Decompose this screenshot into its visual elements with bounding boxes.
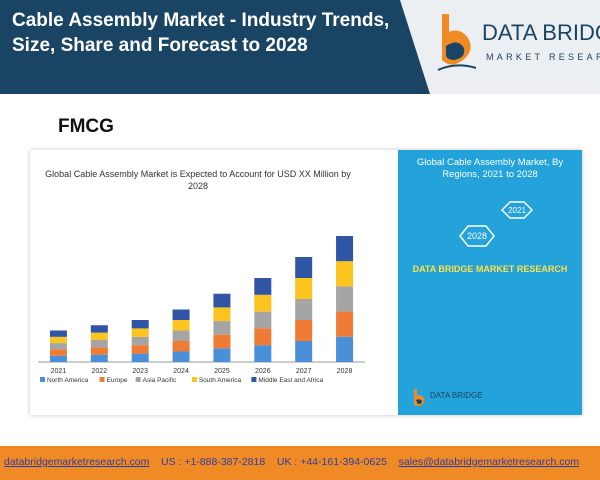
- page-title: Cable Assembly Market - Industry Trends,…: [12, 10, 390, 56]
- footer-us-phone: US : +1-888-387-2818: [161, 456, 266, 468]
- hexagon-2028-label: 2028: [467, 231, 487, 241]
- bar-segment-2027-3: [295, 278, 313, 299]
- bar-segment-2028-2: [336, 286, 354, 312]
- bar-segment-2024-0: [172, 351, 190, 362]
- x-tick-label-2026: 2026: [255, 368, 271, 375]
- hexagon-2028: [459, 225, 495, 247]
- legend-swatch-1: [99, 377, 105, 382]
- bar-segment-2026-2: [254, 311, 272, 329]
- legend-label-0: North America: [47, 377, 89, 384]
- mini-brand-logo-name: DATA BRIDGE: [430, 391, 483, 400]
- bar-segment-2023-0: [131, 353, 149, 362]
- bar-segment-2024-2: [172, 330, 190, 341]
- footer-email-link[interactable]: sales@databridgemarketresearch.com: [398, 456, 580, 468]
- x-tick-label-2021: 2021: [51, 368, 67, 375]
- bar-segment-2027-0: [295, 341, 313, 362]
- x-tick-label-2024: 2024: [173, 368, 189, 375]
- hexagon-2021-label: 2021: [508, 206, 526, 215]
- bar-segment-2026-3: [254, 294, 272, 312]
- x-tick-label-2023: 2023: [132, 368, 148, 375]
- stacked-bar-chart: 2021 2022 2023 2024 2025 2026 2027 2028 North Am…: [38, 236, 365, 384]
- bar-segment-2025-2: [213, 321, 231, 335]
- legend-label-1: Europe: [107, 377, 128, 384]
- bar-segment-2022-0: [90, 354, 108, 362]
- bar-segment-2021-2: [49, 343, 67, 350]
- bar-segment-2027-2: [295, 299, 313, 320]
- regions-side-panel: [398, 150, 582, 415]
- contact-footer: [0, 446, 600, 480]
- x-tick-label-2027: 2027: [296, 368, 312, 375]
- bar-segment-2022-3: [90, 332, 108, 340]
- bar-segment-2021-0: [49, 355, 67, 362]
- brand-logo-name: DATA BRIDGE: [482, 20, 600, 45]
- header-title-panel: [0, 0, 430, 94]
- legend-swatch-3: [191, 377, 197, 382]
- brand-logo-tagline: MARKET RESEARCH: [486, 52, 600, 62]
- bar-segment-2022-1: [90, 347, 108, 355]
- section-label: FMCG: [58, 116, 114, 137]
- bar-segment-2023-4: [131, 320, 149, 329]
- bar-segment-2024-4: [172, 309, 190, 320]
- legend-swatch-2: [135, 377, 141, 382]
- x-tick-label-2022: 2022: [92, 368, 108, 375]
- regions-side-brand: DATA BRIDGE MARKET RESEARCH: [412, 264, 568, 274]
- bar-segment-2028-0: [336, 336, 354, 362]
- legend-label-2: Asia Pacific: [143, 377, 177, 384]
- mini-brand-logo-icon: [414, 389, 425, 406]
- header-banner: [0, 0, 600, 94]
- mini-brand-logo: DATA BRIDGE: [412, 388, 502, 410]
- bar-segment-2023-2: [131, 336, 149, 346]
- bar-segment-2024-1: [172, 341, 190, 352]
- bar-segment-2025-3: [213, 307, 231, 322]
- bar-segment-2025-4: [213, 293, 231, 308]
- bar-segment-2026-4: [254, 278, 272, 295]
- legend-swatch-0: [40, 377, 45, 382]
- regions-side-title: Global Cable Assembly Market, By Regions…: [416, 157, 564, 180]
- bar-segment-2028-3: [336, 261, 354, 287]
- bar-segment-2028-1: [336, 311, 354, 337]
- legend-label-4: Middle East and Africa: [258, 377, 323, 384]
- x-tick-label-2028: 2028: [337, 368, 353, 375]
- bar-segment-2025-1: [213, 334, 231, 349]
- bar-segment-2023-3: [131, 328, 149, 337]
- footer-uk-phone: UK : +44-161-394-0625: [276, 456, 387, 468]
- hexagon-2021: [500, 201, 534, 219]
- bar-segment-2021-4: [49, 330, 67, 337]
- brand-logo: DATA BRIDGE MARKET RESEARCH: [436, 10, 600, 84]
- bar-segment-2027-1: [295, 320, 313, 341]
- bar-segment-2028-4: [336, 236, 354, 262]
- bar-segment-2026-1: [254, 328, 272, 346]
- bar-segment-2022-2: [90, 339, 108, 348]
- footer-contact-line: databridgemarketresearch.com US : +1-888…: [4, 456, 598, 468]
- brand-logo-icon: [437, 14, 477, 71]
- bar-segment-2021-3: [49, 336, 67, 344]
- bar-segment-2022-4: [90, 325, 108, 333]
- chart-title: Global Cable Assembly Market is Expected…: [45, 169, 351, 191]
- footer-website-link[interactable]: databridgemarketresearch.com: [4, 456, 150, 468]
- bar-segment-2024-3: [172, 320, 190, 331]
- bar-segment-2026-0: [254, 345, 272, 362]
- year-hexagons: 2021 2028: [459, 201, 534, 247]
- x-tick-label-2025: 2025: [214, 368, 230, 375]
- bar-segment-2021-1: [49, 349, 67, 356]
- legend-label-3: South America: [199, 377, 242, 384]
- bar-segment-2023-1: [131, 345, 149, 354]
- bar-segment-2025-0: [213, 348, 231, 362]
- legend-swatch-4: [251, 377, 257, 382]
- bar-segment-2027-4: [295, 257, 313, 278]
